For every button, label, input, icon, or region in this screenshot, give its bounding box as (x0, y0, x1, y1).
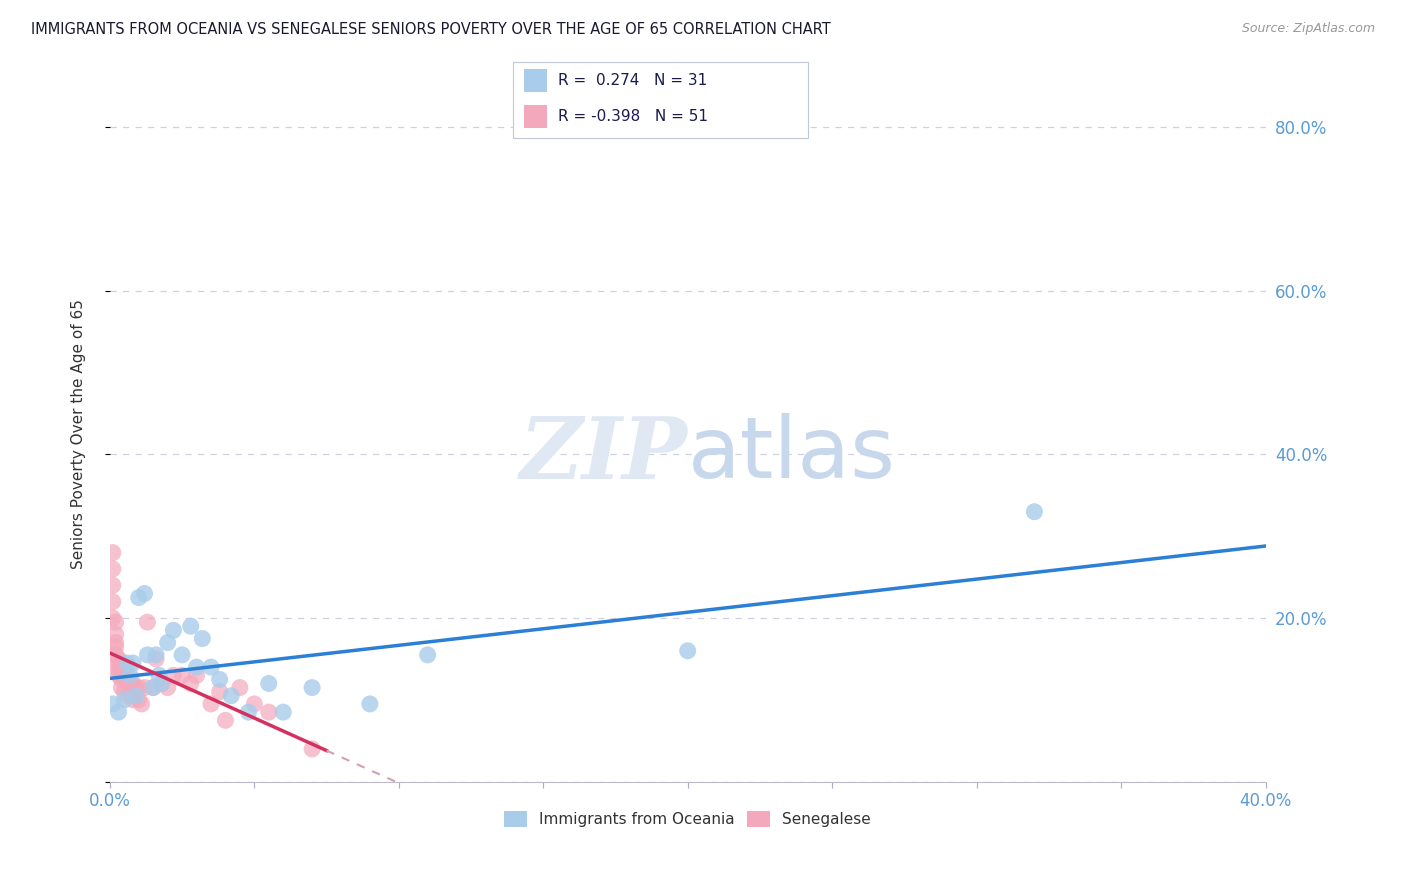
Point (142, 681, 165, 695)
Point (150, 676, 173, 690)
Point (180, 619, 202, 633)
Point (110, 668, 132, 682)
Point (156, 681, 179, 695)
Point (134, 681, 156, 695)
Point (110, 681, 132, 695)
Point (107, 664, 129, 678)
Point (110, 673, 132, 687)
Point (128, 681, 150, 695)
Point (301, 681, 323, 695)
Point (120, 684, 142, 698)
Point (172, 648, 194, 662)
Point (271, 705, 294, 719)
Point (120, 676, 142, 690)
Point (134, 586, 156, 600)
Point (219, 689, 242, 703)
Point (150, 676, 173, 690)
Point (416, 648, 439, 662)
Point (162, 668, 184, 682)
Y-axis label: Seniors Poverty Over the Age of 65: Seniors Poverty Over the Age of 65 (72, 299, 86, 569)
Point (107, 705, 129, 719)
Point (104, 635, 127, 649)
Point (229, 681, 252, 695)
Point (208, 673, 231, 687)
Point (112, 693, 135, 707)
Point (125, 681, 148, 695)
Point (301, 742, 323, 756)
Point (238, 705, 260, 719)
Point (101, 546, 124, 560)
Point (136, 648, 159, 662)
Point (115, 673, 138, 687)
Text: atlas: atlas (688, 413, 896, 496)
Point (214, 714, 236, 728)
Point (110, 656, 132, 670)
Point (142, 681, 165, 695)
Point (128, 693, 150, 707)
Point (107, 656, 129, 670)
Point (191, 632, 214, 646)
Point (172, 668, 194, 682)
Point (125, 689, 148, 703)
Point (104, 640, 127, 654)
Point (148, 668, 170, 682)
Point (101, 595, 124, 609)
Point (101, 578, 124, 592)
Point (122, 676, 145, 690)
Point (136, 615, 159, 629)
Text: R =  0.274   N = 31: R = 0.274 N = 31 (558, 73, 707, 88)
Point (104, 627, 127, 641)
Point (101, 562, 124, 576)
Legend: Immigrants from Oceania, Senegalese: Immigrants from Oceania, Senegalese (498, 805, 877, 833)
Point (257, 705, 280, 719)
Point (131, 697, 153, 711)
Point (359, 697, 381, 711)
Point (107, 660, 129, 674)
Point (156, 635, 179, 649)
Point (115, 689, 138, 703)
Text: Source: ZipAtlas.com: Source: ZipAtlas.com (1241, 22, 1375, 36)
Point (208, 684, 231, 698)
Point (676, 644, 699, 658)
Text: ZIP: ZIP (520, 413, 688, 497)
Point (107, 652, 129, 666)
Point (101, 611, 124, 625)
Point (104, 648, 127, 662)
Point (112, 673, 135, 687)
Point (107, 668, 129, 682)
Point (122, 689, 145, 703)
Point (186, 660, 208, 674)
Point (122, 656, 145, 670)
Text: IMMIGRANTS FROM OCEANIA VS SENEGALESE SENIORS POVERTY OVER THE AGE OF 65 CORRELA: IMMIGRANTS FROM OCEANIA VS SENEGALESE SE… (31, 22, 831, 37)
Point (112, 664, 135, 678)
Point (200, 697, 222, 711)
Point (101, 697, 124, 711)
Point (1024, 505, 1046, 519)
Point (112, 684, 135, 698)
Point (145, 652, 167, 666)
Point (104, 615, 127, 629)
Point (128, 591, 150, 605)
Point (115, 668, 138, 682)
Point (162, 624, 184, 638)
Point (257, 676, 280, 690)
Point (122, 693, 145, 707)
Point (120, 668, 142, 682)
Point (115, 656, 138, 670)
Point (145, 648, 167, 662)
Point (243, 697, 266, 711)
Point (186, 668, 208, 682)
Point (180, 676, 202, 690)
Text: R = -0.398   N = 51: R = -0.398 N = 51 (558, 109, 709, 124)
Point (200, 660, 222, 674)
